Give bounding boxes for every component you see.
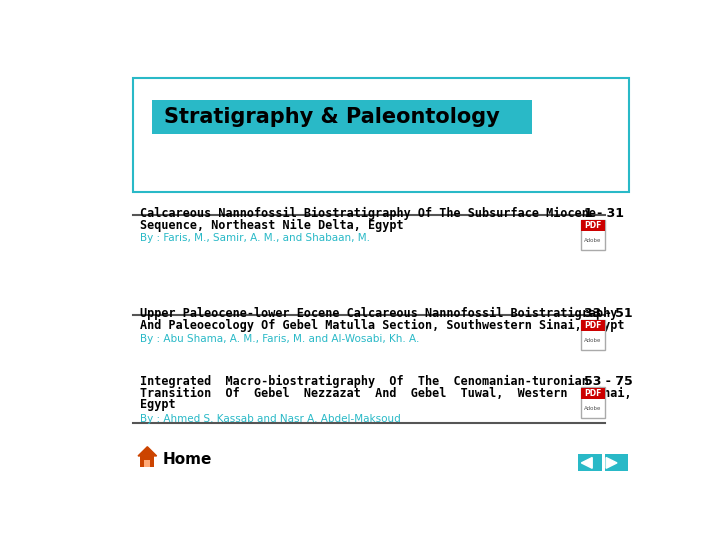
FancyBboxPatch shape (581, 388, 605, 399)
Text: 1 - 31: 1 - 31 (584, 207, 624, 220)
Text: 53 - 75: 53 - 75 (584, 375, 632, 388)
Text: By : Ahmed S. Kassab and Nasr A. Abdel-Maksoud: By : Ahmed S. Kassab and Nasr A. Abdel-M… (140, 414, 401, 423)
Polygon shape (606, 457, 617, 468)
FancyBboxPatch shape (152, 100, 532, 134)
FancyBboxPatch shape (581, 320, 605, 331)
FancyBboxPatch shape (140, 456, 154, 467)
Text: By : Abu Shama, A. M., Faris, M. and Al-Wosabi, Kh. A.: By : Abu Shama, A. M., Faris, M. and Al-… (140, 334, 420, 343)
FancyBboxPatch shape (581, 220, 605, 231)
Text: Adobe: Adobe (585, 406, 602, 411)
Text: Integrated  Macro-biostratigraphy  Of  The  Cenomanian-turonian: Integrated Macro-biostratigraphy Of The … (140, 375, 589, 388)
Text: Transition  Of  Gebel  Nezzazat  And  Gebel  Tuwal,  Western   Sinai,: Transition Of Gebel Nezzazat And Gebel T… (140, 387, 632, 400)
FancyBboxPatch shape (580, 387, 606, 418)
Text: PDF: PDF (585, 221, 602, 230)
FancyBboxPatch shape (144, 460, 150, 467)
Text: Sequence, Northeast Nile Delta, Egypt: Sequence, Northeast Nile Delta, Egypt (140, 219, 404, 232)
FancyBboxPatch shape (605, 455, 628, 471)
Text: Adobe: Adobe (585, 338, 602, 343)
Text: PDF: PDF (585, 321, 602, 330)
FancyBboxPatch shape (580, 320, 606, 350)
Text: Adobe: Adobe (585, 238, 602, 243)
FancyBboxPatch shape (578, 455, 601, 471)
Text: By : Faris, M., Samir, A. M., and Shabaan, M.: By : Faris, M., Samir, A. M., and Shabaa… (140, 233, 370, 244)
Polygon shape (581, 457, 593, 468)
Text: Calcareous Nannofossil Biostratigraphy Of The Subsurface Miocene: Calcareous Nannofossil Biostratigraphy O… (140, 207, 596, 220)
Text: Stratigraphy & Paleontology: Stratigraphy & Paleontology (163, 107, 500, 127)
Text: 33 - 51: 33 - 51 (584, 307, 632, 320)
Text: Upper Paleocene-lower Eocene Calcareous Nannofossil Boistratigraphy: Upper Paleocene-lower Eocene Calcareous … (140, 307, 618, 320)
Text: PDF: PDF (585, 389, 602, 398)
FancyBboxPatch shape (132, 78, 629, 192)
Text: And Paleoecology Of Gebel Matulla Section, Southwestern Sinai, Egypt: And Paleoecology Of Gebel Matulla Sectio… (140, 319, 625, 332)
Text: Egypt: Egypt (140, 399, 176, 411)
Polygon shape (138, 447, 157, 456)
FancyBboxPatch shape (580, 220, 606, 251)
Text: Home: Home (163, 451, 212, 467)
